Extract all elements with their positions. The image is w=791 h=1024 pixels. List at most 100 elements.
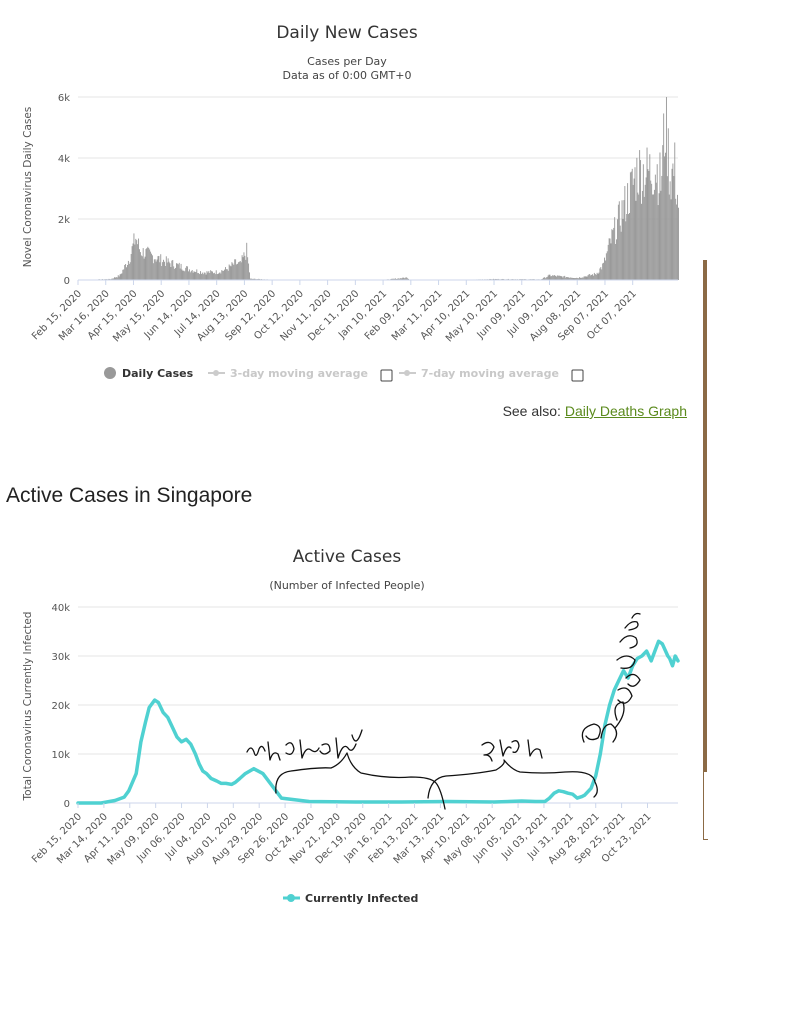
daily-case-bar (180, 263, 182, 280)
daily-case-bar (615, 243, 617, 280)
daily-case-bar (494, 278, 496, 280)
daily-case-bar (562, 277, 564, 280)
daily-case-bar (547, 275, 549, 280)
daily-case-bar (670, 199, 672, 280)
daily-case-bar (666, 176, 668, 280)
daily-case-bar (241, 255, 243, 280)
daily-case-bar (404, 278, 406, 280)
daily-case-bar (566, 277, 568, 280)
daily-case-bar (645, 177, 647, 280)
daily-case-bar (667, 128, 669, 280)
daily-case-bar (147, 246, 149, 280)
daily-case-bar (408, 278, 409, 280)
daily-case-bar (169, 263, 171, 280)
legend-7day-average[interactable]: 7-day moving average (399, 367, 559, 380)
daily-case-bar (675, 198, 677, 280)
checkbox-3day-average[interactable] (380, 369, 393, 382)
c1-y-tick-label: 2k (58, 215, 70, 226)
daily-case-bar (114, 277, 115, 280)
daily-case-bar (572, 277, 574, 280)
daily-case-bar (405, 277, 407, 280)
daily-case-bar (207, 272, 209, 280)
daily-case-bar (218, 273, 220, 280)
daily-case-bar (119, 274, 121, 280)
daily-case-bar (665, 97, 667, 280)
right-accent-foot (703, 839, 708, 840)
daily-case-bar (396, 278, 398, 280)
daily-case-bar (248, 263, 250, 280)
legend-currently-infected[interactable]: Currently Infected (283, 892, 418, 905)
daily-case-bar (237, 262, 239, 280)
daily-case-bar (144, 256, 146, 280)
legend-daily-cases-label: Daily Cases (122, 367, 194, 380)
daily-case-bar (220, 273, 222, 280)
daily-case-bar (619, 225, 621, 280)
daily-case-bar (586, 276, 588, 280)
legend-currently-infected-label: Currently Infected (305, 892, 418, 905)
daily-case-bar (629, 172, 631, 280)
legend-3day-label: 3-day moving average (230, 367, 368, 380)
daily-case-bar (143, 258, 145, 280)
daily-case-bar (148, 247, 150, 280)
daily-case-bar (129, 262, 131, 280)
daily-case-bar (152, 263, 154, 280)
chart2-y-axis-label: Total Coronavirus Currently Infected (22, 612, 34, 802)
daily-case-bar (590, 275, 592, 280)
daily-case-bar (224, 269, 225, 280)
daily-case-bar (188, 271, 189, 280)
right-accent-line (703, 772, 704, 840)
daily-case-bar (139, 252, 141, 280)
daily-case-bar (149, 249, 151, 280)
daily-case-bar (543, 277, 545, 280)
daily-case-bar (225, 269, 227, 280)
daily-case-bar (578, 278, 580, 280)
daily-case-bar (258, 278, 260, 280)
daily-case-bar (139, 249, 140, 280)
daily-case-bar (229, 265, 231, 280)
daily-case-bar (648, 171, 650, 280)
daily-case-bar (661, 175, 663, 280)
daily-case-bar (655, 182, 657, 280)
see-also-prefix: See also: (502, 403, 565, 419)
daily-case-bar (618, 201, 620, 280)
c1-x-tick-label: Oct 07, 2021 (585, 288, 639, 342)
daily-case-bar (650, 180, 652, 280)
c2-y-tick-label: 10k (51, 750, 70, 761)
daily-case-bar (191, 270, 193, 280)
daily-case-bar (399, 278, 401, 280)
c2-y-tick-label: 20k (51, 701, 70, 712)
daily-case-bar (603, 262, 605, 280)
c2-y-tick-label: 30k (51, 652, 70, 663)
daily-case-bar (559, 275, 561, 280)
daily-case-bar (621, 200, 623, 280)
daily-case-bar (238, 261, 240, 280)
daily-case-bar (192, 272, 194, 280)
daily-case-bar (671, 168, 673, 280)
daily-case-bar (189, 272, 191, 280)
daily-case-bar (134, 244, 136, 280)
checkbox-7day-average[interactable] (571, 369, 584, 382)
daily-case-bar (623, 200, 625, 280)
daily-case-bar (554, 275, 556, 280)
scribble-brace-left (275, 752, 446, 810)
chart1-gridlines (78, 96, 678, 220)
daily-case-bar (114, 277, 116, 280)
daily-case-bar (569, 277, 571, 280)
legend-3day-marker (213, 370, 219, 376)
daily-case-bar (555, 276, 557, 280)
legend-3day-average[interactable]: 3-day moving average (208, 367, 368, 380)
daily-case-bar (556, 275, 558, 280)
daily-case-bar (398, 278, 400, 280)
daily-case-bar (584, 276, 586, 280)
daily-case-bar (125, 264, 127, 280)
legend-daily-cases[interactable]: Daily Cases (104, 367, 194, 380)
daily-case-bar (232, 263, 234, 280)
daily-deaths-graph-link[interactable]: Daily Deaths Graph (564, 403, 687, 419)
daily-case-bar (609, 238, 611, 280)
daily-case-bar (138, 238, 140, 280)
daily-case-bar (230, 266, 232, 280)
daily-case-bar (589, 274, 591, 280)
daily-case-bar (601, 269, 603, 280)
daily-case-bar (649, 154, 651, 280)
